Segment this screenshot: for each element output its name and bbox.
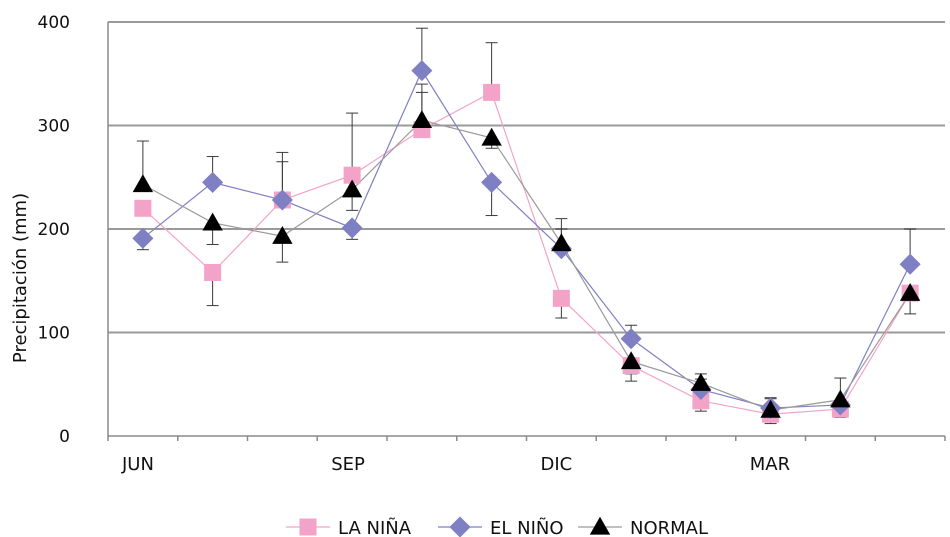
data-point (690, 373, 712, 391)
series-line (142, 119, 911, 411)
legend-normal: NORMAL (630, 518, 708, 537)
data-point (343, 166, 361, 184)
data-point (132, 174, 154, 193)
legend-el-nino: EL NIÑO (490, 517, 564, 537)
data-point (830, 389, 851, 408)
x-tick-label: JUN (121, 454, 154, 475)
data-point (552, 289, 570, 307)
data-point (899, 282, 921, 301)
data-point (481, 127, 502, 146)
axes-layer: 0 100 200 300 400 JUN SEP DIC MAR (38, 13, 946, 475)
x-tick-label: DIC (541, 454, 573, 475)
data-point (481, 171, 503, 193)
data-point (692, 392, 710, 410)
series-layer (132, 27, 921, 425)
data-point (899, 253, 921, 275)
y-axis-label: Precipitación (mm) (10, 193, 31, 363)
data-point (272, 226, 293, 244)
x-tick-label: SEP (331, 454, 365, 475)
data-point (411, 110, 433, 128)
data-point (299, 518, 317, 536)
data-point (271, 189, 293, 211)
data-point (760, 399, 781, 418)
data-point (589, 516, 611, 535)
data-point (341, 217, 363, 239)
legend-la-nina: LA NIÑA (338, 517, 412, 537)
legend: LA NIÑA EL NIÑO NORMAL (286, 516, 708, 537)
data-point (483, 83, 501, 101)
data-point (202, 171, 224, 193)
data-point (204, 263, 222, 281)
data-point (620, 351, 642, 370)
y-tick-label: 400 (38, 13, 70, 33)
data-point (449, 516, 471, 537)
data-point (134, 199, 152, 217)
data-point (202, 212, 223, 231)
series-line (142, 69, 911, 409)
series-line (142, 91, 911, 415)
y-tick-label: 100 (38, 324, 70, 344)
data-point (132, 227, 154, 249)
x-tick-label: MAR (750, 454, 790, 475)
data-point (411, 60, 433, 82)
data-point (551, 233, 572, 252)
y-tick-label: 300 (38, 117, 70, 137)
data-point (620, 328, 642, 350)
data-point (341, 179, 363, 198)
y-tick-label: 0 (59, 427, 70, 447)
grid-layer (108, 21, 945, 334)
y-tick-label: 200 (38, 220, 70, 240)
